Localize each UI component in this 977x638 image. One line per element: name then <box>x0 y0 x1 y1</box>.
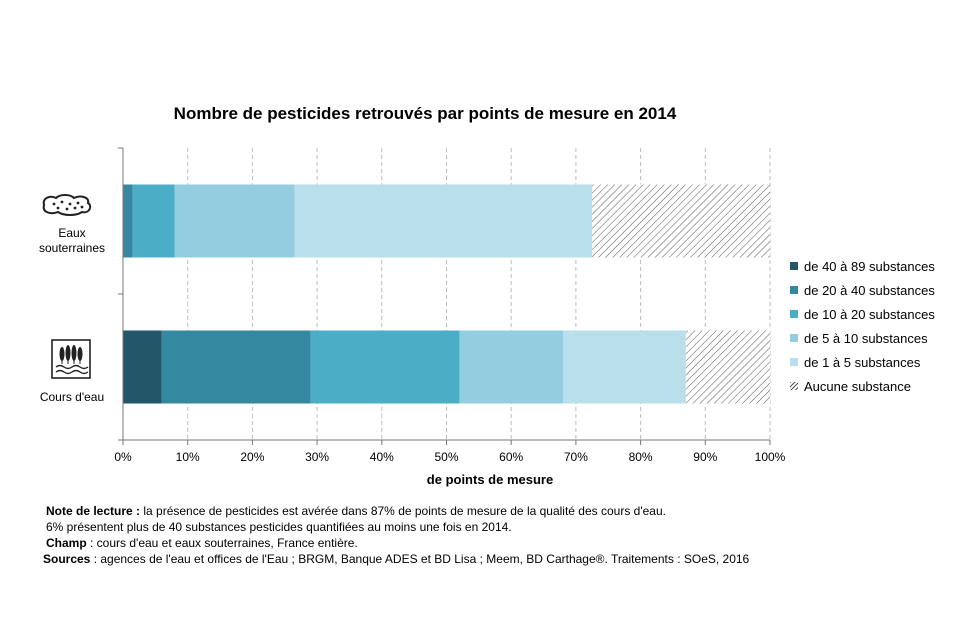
category-label-line1: Eaux <box>58 226 86 240</box>
legend-swatch <box>790 382 798 390</box>
bar-segment <box>123 330 162 404</box>
x-tick-label: 60% <box>499 450 523 464</box>
x-tick-label: 100% <box>755 450 786 464</box>
legend-label: de 1 à 5 substances <box>804 354 921 370</box>
legend-swatch <box>790 310 798 318</box>
legend-label: Aucune substance <box>804 378 911 394</box>
category-label-line1: Cours d'eau <box>39 390 105 404</box>
legend-label: de 5 à 10 substances <box>804 330 928 346</box>
chart-notes: Note de lecture : la présence de pestici… <box>43 503 750 567</box>
category-label-river: Cours d'eau <box>22 390 122 405</box>
x-axis-title: de points de mesure <box>426 472 554 487</box>
x-tick-label: 0% <box>114 450 132 464</box>
bar-segment <box>174 184 295 258</box>
legend-item: de 10 à 20 substances <box>790 302 935 326</box>
bar-segment <box>132 184 175 258</box>
bar-segment <box>685 330 770 404</box>
bar-segment <box>459 330 563 404</box>
x-tick-label: 50% <box>434 450 458 464</box>
legend-swatch <box>790 286 798 294</box>
x-tick-label: 30% <box>305 450 329 464</box>
legend-item: de 1 à 5 substances <box>790 350 935 374</box>
legend-label: de 40 à 89 substances <box>804 258 935 274</box>
legend-item: de 20 à 40 substances <box>790 278 935 302</box>
note-lecture-label: Note de lecture : <box>46 504 141 518</box>
x-tick-label: 10% <box>176 450 200 464</box>
bar-segment <box>592 184 770 258</box>
note-lecture-text: la présence de pesticides est avérée dan… <box>140 504 666 518</box>
chart-title: Nombre de pesticides retrouvés par point… <box>173 104 677 123</box>
note-lecture-text2: 6% présentent plus de 40 substances pest… <box>46 520 512 534</box>
groundwater-icon <box>40 192 94 223</box>
x-tick-label: 80% <box>629 450 653 464</box>
note-champ-text: : cours d'eau et eaux souterraines, Fran… <box>86 536 358 550</box>
legend-label: de 10 à 20 substances <box>804 306 935 322</box>
bar-segment <box>310 330 460 404</box>
legend-swatch <box>790 262 798 270</box>
x-tick-label: 40% <box>370 450 394 464</box>
bar-segment <box>123 184 133 258</box>
legend-swatch <box>790 358 798 366</box>
bar-segment <box>562 330 686 404</box>
legend-swatch <box>790 334 798 342</box>
note-sources-label: Sources <box>43 552 91 566</box>
category-label-line2: souterraines <box>38 241 106 255</box>
category-label-groundwater: Eaux souterraines <box>22 226 122 256</box>
river-icon <box>51 339 91 384</box>
note-sources-text: : agences de l'eau et offices de l'Eau ;… <box>90 552 750 566</box>
chart-legend: de 40 à 89 substances de 20 à 40 substanc… <box>790 254 935 398</box>
x-tick-label: 20% <box>240 450 264 464</box>
note-champ-label: Champ <box>46 536 87 550</box>
bar-segment <box>161 330 311 404</box>
legend-label: de 20 à 40 substances <box>804 282 935 298</box>
x-tick-label: 70% <box>564 450 588 464</box>
legend-item: de 5 à 10 substances <box>790 326 935 350</box>
legend-item: de 40 à 89 substances <box>790 254 935 278</box>
x-tick-label: 90% <box>693 450 717 464</box>
legend-item: Aucune substance <box>790 374 935 398</box>
bar-segment <box>294 184 593 258</box>
